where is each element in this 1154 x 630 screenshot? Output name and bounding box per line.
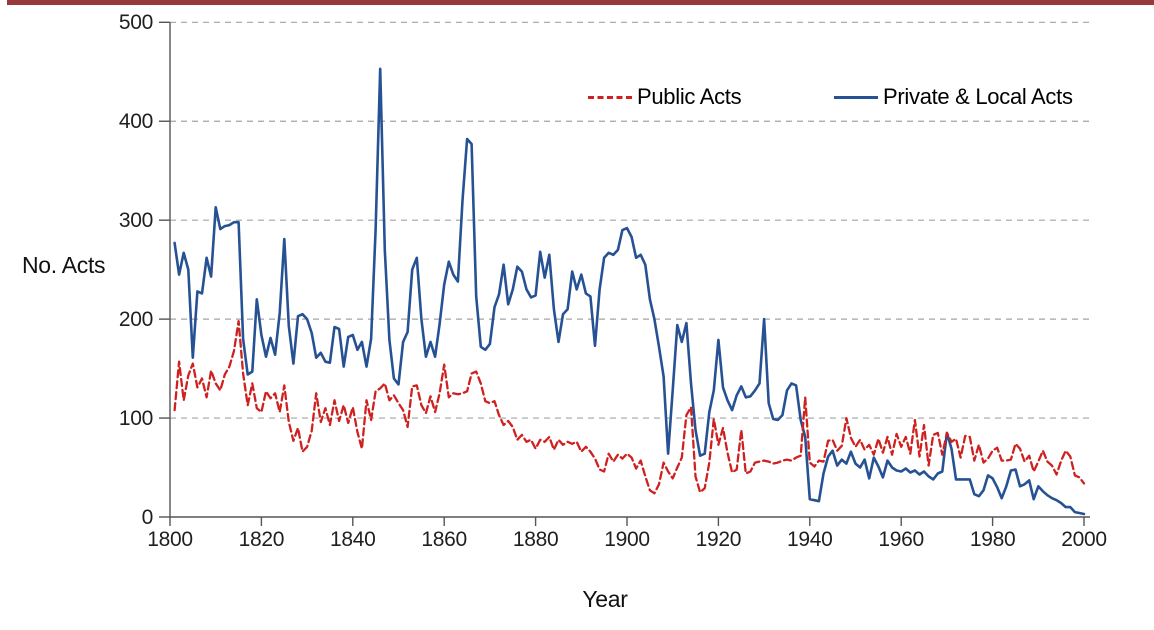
legend-label-public-acts: Public Acts [637,84,742,109]
x-tick-label: 1900 [604,528,650,551]
y-tick-label: 300 [118,208,153,232]
public-acts-line [173,319,1086,495]
private-local-acts-solid-line-swatch [834,95,878,99]
private-local-acts-line [173,67,1086,516]
y-tick-label: 400 [118,109,153,133]
y-tick-label: 200 [118,307,153,331]
x-tick-label: 1800 [147,528,193,551]
x-tick-label: 1820 [238,528,285,551]
x-tick-label: 1980 [969,528,1016,551]
x-tick-label: 1960 [878,528,924,551]
legend-item-public-acts: Public Acts [588,84,742,110]
legend-label-private-local-acts: Private & Local Acts [883,84,1073,109]
top-border-rule [7,0,1154,5]
x-tick-label: 1880 [512,528,559,551]
legend-item-private-local-acts: Private & Local Acts [834,84,1073,110]
legend: Public Acts Private & Local Acts [0,84,1154,110]
y-tick-label: 100 [118,406,153,430]
x-tick-label: 1920 [695,528,742,551]
x-tick-label: 1840 [330,528,376,551]
x-axis-title: Year [582,586,628,612]
x-tick-label: 2000 [1061,528,1107,551]
y-tick-label: 0 [141,505,154,529]
x-tick-label: 1860 [421,528,467,551]
y-axis-title: No. Acts [22,252,106,278]
x-tick-label: 1940 [787,528,833,551]
y-tick-label: 500 [118,10,153,34]
public-acts-dashed-line-swatch [588,95,632,99]
